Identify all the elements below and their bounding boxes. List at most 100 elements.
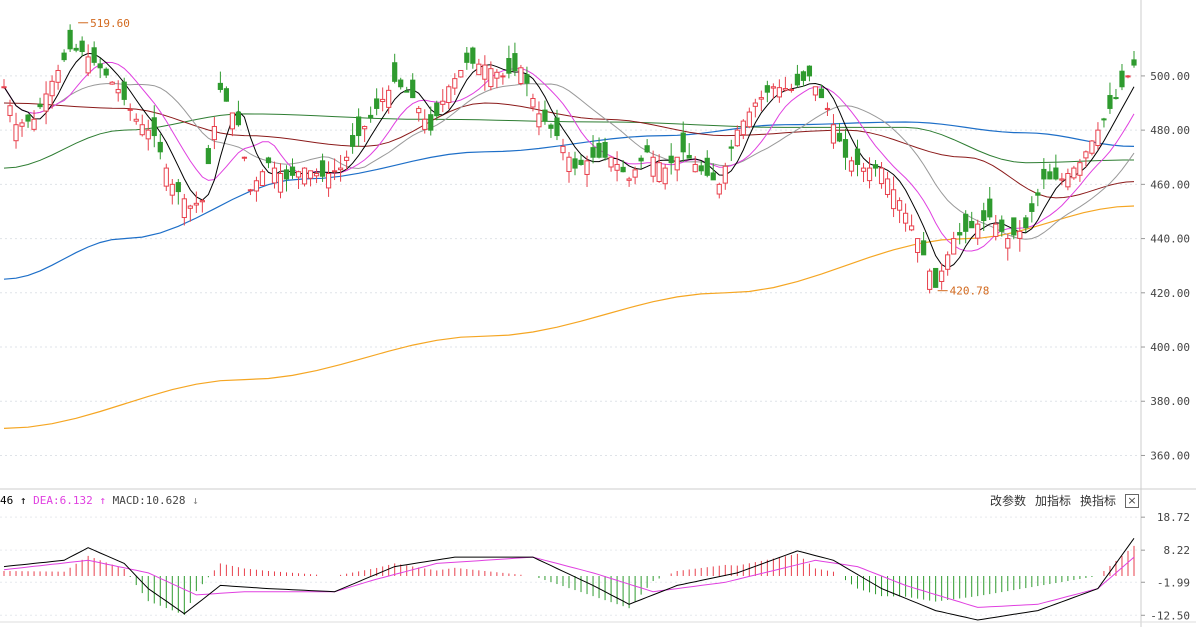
candle-body [1035,192,1041,196]
ma30-line [3,102,1135,199]
candle-body [806,65,813,77]
candle-body [818,88,825,99]
y-tick-label: 440.00 [1150,233,1190,246]
candle-body [1071,167,1077,179]
candle-body [644,145,650,153]
candle-body [1089,140,1095,154]
candle-body [866,167,873,182]
candle-body [969,220,975,229]
candle-body [73,47,79,51]
candle-body [578,159,584,165]
candle-body [1125,75,1131,78]
candle-body [632,169,638,178]
y-tick-label: 500.00 [1150,70,1190,83]
candle-body [1083,151,1089,159]
candle-body [37,103,43,108]
candle-body [295,171,302,178]
candle-body [1101,118,1107,121]
candle-body [716,183,722,195]
candle-body [638,157,644,162]
candle-body [614,163,620,171]
candle-body [824,107,831,110]
candle-body [145,129,151,140]
candle-body [7,105,13,116]
candle-body [25,114,31,122]
candle-body [590,147,596,158]
y-tick-label: 380.00 [1150,395,1190,408]
candle-body [1041,168,1047,180]
candle-body [860,167,867,172]
candle-body [878,167,885,185]
candle-body [416,107,422,114]
macd-arrow: ↓ [192,494,199,507]
candle-body [301,167,308,185]
candle-body [476,63,482,76]
candle-body [1023,217,1029,229]
candle-body [277,173,284,193]
candle-body [572,158,578,169]
add-indicator-button[interactable]: 加指标 [1035,494,1072,508]
candle-body [43,93,49,112]
candle-body [313,173,320,177]
candle-body [782,88,788,91]
candle-body [49,80,55,97]
dif-line [3,538,1135,621]
candle-body [374,98,380,109]
candle-body [500,75,506,78]
dif-arrow: ↑ [19,494,27,507]
candle-body [560,145,566,154]
candle-body [1053,167,1059,180]
candle-body [830,124,837,144]
candle-body [1,86,7,89]
switch-indicator-button[interactable]: 换指标 [1080,494,1117,508]
candle-body [909,225,915,231]
candle-body [902,212,909,224]
candle-body [542,109,548,122]
candle-body [259,171,266,186]
candle-body [458,69,464,78]
candle-body [181,198,187,219]
candle-body [668,155,674,164]
ma250-line [3,205,1135,429]
change-params-button[interactable]: 改参数 [990,494,1027,508]
candle-body [410,79,416,99]
candle-body [698,165,704,172]
candle-body [1059,178,1065,181]
candle-body [85,56,91,74]
ma60-line [3,113,1134,169]
candle-body [253,180,260,192]
candle-body [139,124,145,136]
candle-body [752,102,758,107]
candle-body [103,68,109,76]
candle-body [854,148,861,165]
candle-body [848,160,855,172]
close-icon[interactable]: × [1125,494,1139,508]
candle-body [434,102,440,117]
y-tick-label: 480.00 [1150,124,1190,137]
candle-body [896,200,903,211]
candle-body [975,223,981,239]
candle-body [470,47,476,64]
macd-y-tick-label: -1.99 [1157,576,1190,589]
candle-body [55,69,61,83]
candle-body [163,167,169,187]
candle-body [337,167,344,171]
candle-body [788,88,794,91]
y-tick-label: 460.00 [1150,178,1190,191]
candle-body [674,156,680,171]
candle-body [1017,230,1023,239]
candle-body [1113,97,1119,100]
candle-body [1131,59,1137,66]
candle-body [199,200,205,203]
candle-body [921,240,927,256]
candle-body [927,270,933,290]
candle-body [884,178,891,195]
candle-body [1005,238,1011,249]
candle-body [169,183,175,196]
candle-body [758,97,764,100]
candle-body [356,116,362,137]
y-tick-label: 400.00 [1150,341,1190,354]
candle-body [229,112,236,130]
candle-body [440,100,446,105]
